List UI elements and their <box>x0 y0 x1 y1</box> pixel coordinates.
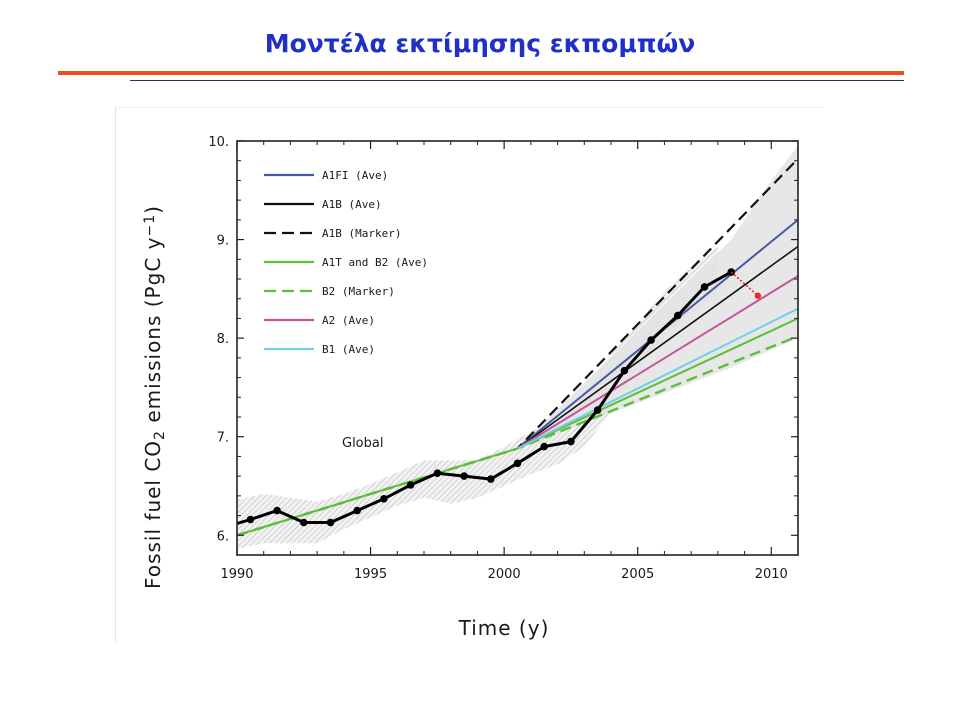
observed-point <box>540 442 548 451</box>
legend-label: A1B (Marker) <box>322 227 401 240</box>
global-annotation: Global <box>342 436 383 451</box>
x-tick-label: 2010 <box>755 567 788 582</box>
observed-point <box>674 311 682 320</box>
legend-label: A1T and B2 (Ave) <box>322 256 428 269</box>
legend-label: A2 (Ave) <box>322 314 375 327</box>
scenario-range-band <box>517 145 798 449</box>
observed-point <box>326 518 335 527</box>
x-tick-label: 1995 <box>354 567 387 582</box>
x-axis-title: Time (y) <box>458 616 550 640</box>
legend-label: A1B (Ave) <box>322 198 382 211</box>
title-underline-thin <box>130 80 904 81</box>
series-line-b1-ave <box>517 307 799 450</box>
y-tick-label: 6. <box>217 529 229 544</box>
observed-point <box>460 472 468 480</box>
x-tick-label: 2005 <box>621 567 654 582</box>
x-tick-label: 1990 <box>220 567 253 582</box>
legend-label: B1 (Ave) <box>322 343 375 356</box>
observed-point <box>380 495 388 503</box>
observed-point <box>567 437 575 446</box>
x-tick-label: 2000 <box>488 567 521 582</box>
series-line-a2-ave <box>516 275 799 450</box>
adjustment-arrow-line <box>730 271 759 297</box>
figure-frame: 6. 7. 8. 9. 10. 1990 1995 2000 2005 2010 A1FI (Av… <box>115 107 824 643</box>
plot-frame <box>236 140 799 556</box>
adjustment-arrow-head <box>754 292 762 299</box>
observed-point <box>727 268 735 276</box>
y-axis-title: Fossil fuel CO2 emissions (PgC y−1) <box>141 205 168 589</box>
series-line-observed <box>236 270 732 525</box>
observed-point <box>433 469 442 478</box>
y-tick-label: 8. <box>217 332 229 347</box>
observed-point <box>273 506 281 515</box>
slide-title: Μοντέλα εκτίμησης εκπομπών <box>264 29 696 58</box>
observed-point <box>246 515 255 524</box>
observed-point <box>700 283 709 291</box>
series-line-a1b-ave <box>517 245 799 450</box>
title-underline-orange <box>58 71 904 75</box>
y-tick-label: 7. <box>217 431 229 446</box>
observed-point <box>487 475 495 483</box>
observed-point <box>300 518 308 527</box>
legend-label: B2 (Marker) <box>322 285 395 298</box>
observed-point <box>647 336 655 344</box>
y-tick-label: 10. <box>208 135 229 150</box>
y-tick-label: 9. <box>217 234 229 249</box>
observed-point <box>593 406 602 414</box>
emissions-chart: 6. 7. 8. 9. 10. 1990 1995 2000 2005 2010 A1FI (Av… <box>141 135 799 640</box>
observed-point <box>620 366 629 375</box>
observed-point <box>406 481 415 489</box>
observed-point <box>513 459 522 468</box>
legend-label: A1FI (Ave) <box>322 169 388 182</box>
observed-point <box>353 506 361 515</box>
uncertainty-band <box>237 246 718 550</box>
